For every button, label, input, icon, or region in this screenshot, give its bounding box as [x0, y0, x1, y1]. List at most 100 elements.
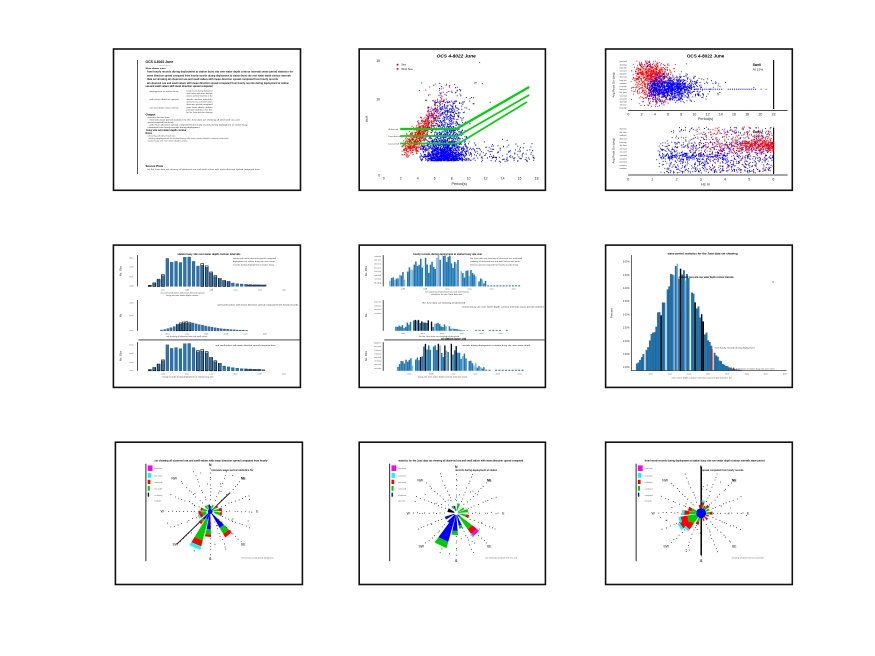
svg-text:swell values: swell values [398, 475, 406, 477]
svg-text:Avg Peak Dir (deg): Avg Peak Dir (deg) [612, 72, 616, 97]
svg-text:the June data set showing all: the June data set showing all observed [422, 302, 466, 305]
svg-text:buoy site over water depth con: buoy site over water depth contour [147, 129, 187, 132]
svg-text:deployment: deployment [374, 342, 381, 345]
svg-text:No. Obs: No. Obs [118, 350, 122, 361]
svg-text:SW: SW [172, 543, 178, 547]
svg-text:station: station [282, 373, 286, 376]
svg-text:wave: wave [499, 333, 503, 335]
svg-text:Wave climate notes: Wave climate notes [146, 67, 167, 70]
svg-text:hourly: hourly [620, 141, 627, 144]
svg-text:the June: the June [374, 266, 381, 269]
svg-text:deployment: deployment [706, 373, 710, 376]
svg-text:W: W [651, 511, 655, 515]
svg-text:statistics for the June data s: statistics for the June data set [431, 293, 463, 296]
svg-text:spread computed from hourly re: spread computed from hourly records [702, 469, 745, 472]
svg-text:10: 10 [692, 113, 696, 117]
svg-text:observed: observed [620, 101, 627, 104]
svg-text:direction spread computed from: direction spread computed from hourly re… [470, 264, 518, 267]
svg-text:June data: June data [374, 278, 381, 281]
svg-text:contour: contour [620, 82, 627, 85]
svg-text:N: N [700, 465, 703, 469]
svg-text:4: 4 [654, 113, 656, 117]
svg-text:W: W [407, 511, 411, 515]
svg-text:data set showing all observed: data set showing all observed sea and sw… [147, 78, 279, 81]
svg-text:station buoy site over water d: station buoy site over water depth conto… [462, 305, 545, 308]
svg-text:period statistics for the: period statistics for the [187, 109, 214, 112]
svg-text:mean direction: mean direction [374, 308, 381, 311]
svg-text:showing all observed sea and s: showing all observed sea and swell [732, 557, 765, 560]
svg-text:values: values [620, 135, 627, 137]
svg-text:station: station [129, 301, 133, 304]
svg-text:data: data [783, 373, 788, 376]
svg-text:records during deployment at s: records during deployment at station buo… [233, 264, 274, 267]
svg-text:data: data [165, 332, 169, 335]
svg-text:1: 1 [651, 178, 653, 182]
svg-text:wave: wave [185, 374, 189, 376]
svg-text:and: and [129, 286, 133, 288]
svg-text:Hs ft: Hs ft [365, 116, 369, 123]
svg-text:the: the [129, 275, 133, 278]
svg-text:Notes: Notes [146, 132, 153, 135]
svg-text:N: N [455, 465, 458, 469]
svg-text:and: and [496, 373, 500, 375]
svg-text:spread computed from hourly: spread computed from hourly [148, 121, 175, 124]
svg-text:deployment at station buoy: deployment at station buoy [150, 90, 180, 93]
svg-text:all observed: all observed [398, 494, 406, 497]
svg-text:Source Plots: Source Plots [146, 164, 164, 168]
svg-text:over water depth contour inter: over water depth contour intervals [150, 106, 179, 109]
svg-text:and swell values with mean dir: and swell values with mean direction spr… [215, 344, 275, 347]
svg-text:sea: sea [234, 289, 238, 291]
svg-text:buoy site: buoy site [620, 66, 627, 69]
svg-text:the June: the June [154, 474, 162, 477]
svg-text:with: with [258, 373, 262, 376]
svg-text:June data set: June data set [388, 135, 401, 138]
svg-text:intervals: intervals [518, 372, 522, 375]
svg-text:OCS 4-8022 June: OCS 4-8022 June [437, 54, 477, 60]
svg-text:sea and swell values with mean: sea and swell values with mean direction… [146, 85, 213, 88]
svg-text:at station: at station [374, 312, 381, 315]
svg-text:12: 12 [706, 113, 710, 117]
svg-text:1.00%: 1.00% [623, 366, 631, 369]
svg-text:site over: site over [398, 500, 405, 503]
svg-text:14: 14 [501, 177, 505, 181]
svg-text:spread: spread [479, 333, 483, 335]
svg-text:records: records [374, 368, 381, 370]
svg-text:8: 8 [451, 177, 453, 181]
svg-text:station: station [645, 481, 653, 484]
svg-text:5: 5 [748, 178, 750, 182]
svg-text:for the June data set showing: for the June data set showing [187, 111, 214, 114]
svg-text:10: 10 [467, 177, 471, 181]
svg-text:No. Obs: No. Obs [364, 350, 368, 361]
svg-text:June: June [209, 374, 213, 376]
svg-text:statistics: statistics [374, 304, 381, 307]
svg-text:deployment at station buoy sit: deployment at station buoy site over wat… [736, 367, 775, 370]
svg-text:4: 4 [724, 178, 726, 182]
svg-text:at station buoy site: at station buoy site [441, 337, 467, 340]
svg-text:computed: computed [243, 332, 247, 335]
svg-text:6: 6 [667, 113, 669, 117]
svg-text:No.: No. [364, 313, 368, 318]
svg-text:showing all observed sea: showing all observed sea [148, 135, 177, 138]
svg-text:station buoy site over water d: station buoy site over water depth conto… [148, 140, 188, 143]
svg-text:SE: SE [487, 544, 492, 548]
svg-text:values: values [490, 289, 494, 291]
svg-text:intervals: intervals [668, 373, 672, 376]
svg-text:spread: spread [374, 275, 381, 277]
svg-text:observed: observed [620, 138, 627, 141]
svg-text:spread: spread [129, 315, 133, 317]
svg-text:Swell: Swell [753, 130, 762, 134]
svg-text:data: data [129, 257, 133, 260]
svg-text:Hs m: Hs m [701, 183, 710, 187]
svg-text:with mean: with mean [374, 263, 381, 266]
svg-text:sea and swell values with mean: sea and swell values with mean direction… [160, 291, 204, 294]
svg-text:direction spread computed: direction spread computed [187, 103, 214, 106]
svg-text:N: N [209, 463, 212, 467]
svg-text:computed: computed [374, 255, 381, 258]
svg-text:buoy site over water depth con: buoy site over water depth contour [166, 294, 198, 297]
svg-text:records: records [154, 487, 162, 490]
svg-text:sea: sea [445, 289, 449, 291]
svg-text:contour: contour [451, 372, 455, 375]
svg-text:2: 2 [676, 178, 678, 182]
svg-text:records during deployment at s: records during deployment at station buo… [462, 344, 531, 347]
svg-text:set showing: set showing [374, 360, 381, 363]
